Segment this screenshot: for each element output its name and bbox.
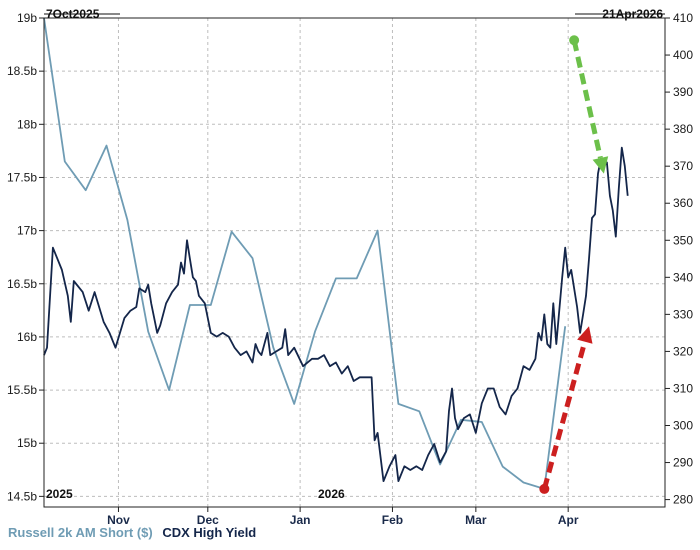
- series-line-cdx-high-yield: [43, 146, 629, 482]
- series-line-russell-2k-am-short: [43, 17, 567, 490]
- right-tick-label: 410: [673, 11, 693, 25]
- right-tick-label: 310: [673, 381, 693, 395]
- x-tick-label: Apr: [558, 513, 579, 527]
- left-tick-label: 16.5b: [7, 277, 37, 291]
- grid-lines: [44, 17, 665, 507]
- green-down-arrow: [569, 35, 609, 174]
- left-tick-label: 14.5b: [7, 489, 37, 503]
- left-tick-label: 16b: [17, 330, 37, 344]
- right-tick-label: 330: [673, 307, 693, 321]
- right-tick-label: 400: [673, 48, 693, 62]
- green-down-arrow-origin-dot: [569, 35, 580, 46]
- right-tick-label: 350: [673, 233, 693, 247]
- right-tick-label: 300: [673, 419, 693, 433]
- red-up-arrow-origin-dot: [539, 483, 550, 494]
- green-down-arrow-head: [592, 156, 609, 174]
- legend-cdx-high-yield: CDX High Yield: [162, 525, 257, 540]
- red-up-arrow: [539, 326, 593, 494]
- x-tick-label: Dec: [197, 513, 219, 527]
- left-tick-label: 17b: [17, 224, 37, 238]
- legend: Russell 2k AM Short ($) CDX High Yield: [8, 525, 262, 540]
- red-up-arrow-head: [577, 326, 593, 344]
- right-tick-label: 340: [673, 270, 693, 284]
- right-tick-label: 390: [673, 85, 693, 99]
- date-range-end: 21Apr2026: [602, 7, 663, 21]
- left-tick-label: 17.5b: [7, 170, 37, 184]
- right-tick-label: 290: [673, 456, 693, 470]
- right-tick-label: 370: [673, 159, 693, 173]
- left-axis-ticks: 19b 18.5b 18b 17.5b 17b 16.5b 16b 15.5b 15b 14.5b: [7, 11, 44, 503]
- right-tick-label: 380: [673, 122, 693, 136]
- annotation-arrows: [539, 35, 609, 494]
- x-tick-label: Feb: [382, 513, 403, 527]
- right-axis-ticks: 410 400 390 380 370 360 350 340 330 320 310 300 290 2…: [665, 11, 693, 507]
- left-tick-label: 15.5b: [7, 383, 37, 397]
- left-tick-label: 19b: [17, 11, 37, 25]
- date-range-header: 7Oct2025 21Apr2026: [44, 7, 665, 21]
- plot-frame: [43, 17, 666, 508]
- year-label-2025: 2025: [46, 487, 73, 501]
- date-range-start: 7Oct2025: [46, 7, 100, 21]
- red-up-arrow-shaft: [541, 341, 588, 490]
- left-tick-label: 18b: [17, 117, 37, 131]
- x-tick-label: Nov: [107, 513, 130, 527]
- x-tick-label: Mar: [465, 513, 487, 527]
- left-tick-label: 18.5b: [7, 64, 37, 78]
- left-tick-label: 15b: [17, 436, 37, 450]
- x-axis-ticks: Nov Dec Jan Feb Mar Apr: [107, 507, 579, 527]
- right-tick-label: 280: [673, 493, 693, 507]
- year-label-2026: 2026: [318, 487, 345, 501]
- right-tick-label: 360: [673, 196, 693, 210]
- legend-russell-2k-am-short: Russell 2k AM Short ($): [8, 525, 153, 540]
- right-tick-label: 320: [673, 344, 693, 358]
- x-tick-label: Jan: [290, 513, 311, 527]
- green-down-arrow-shaft: [571, 39, 603, 159]
- series-layer: [43, 17, 629, 490]
